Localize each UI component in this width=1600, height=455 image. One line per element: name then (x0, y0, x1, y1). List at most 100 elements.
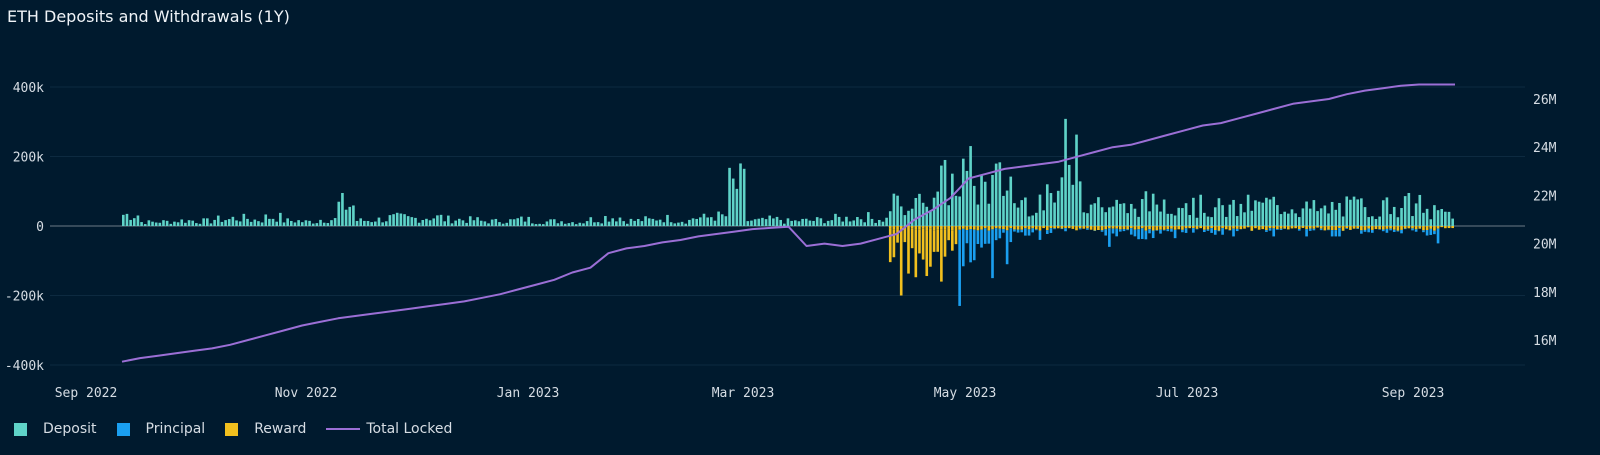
deposit-bar (582, 223, 585, 226)
reward-bar (1367, 226, 1370, 229)
deposit-bar (279, 212, 282, 226)
principal-bar (1363, 229, 1367, 232)
legend-label-principal: Principal (145, 421, 206, 437)
principal-bar (1126, 229, 1129, 231)
deposit-bar (1294, 213, 1297, 226)
deposit-bar (768, 215, 772, 226)
deposit-bar (257, 221, 260, 226)
deposit-bar (567, 223, 571, 226)
deposit-bar (1228, 204, 1232, 226)
deposit-bar (1151, 193, 1155, 226)
deposit-bar (147, 220, 151, 226)
legend-item-principal[interactable]: Principal (116, 421, 206, 437)
reward-bar (1042, 226, 1045, 229)
deposit-bar (501, 223, 505, 226)
deposit-bar (1199, 194, 1202, 226)
principal-bar (1345, 228, 1349, 229)
principal-bar (1389, 228, 1392, 231)
reward-bar (1308, 226, 1312, 229)
deposit-bar (560, 221, 563, 226)
reward-bar (1283, 226, 1286, 229)
deposit-bar (1166, 213, 1170, 226)
reward-bar (1239, 226, 1243, 230)
deposit-bar (417, 222, 421, 226)
principal-bar (1184, 228, 1188, 233)
reward-bar (1075, 226, 1078, 231)
deposit-bar (319, 219, 322, 226)
deposit-bar (512, 219, 516, 226)
deposit-bar (1381, 200, 1385, 226)
deposit-bar (936, 191, 940, 226)
deposit-bar (877, 219, 881, 226)
deposit-bar (224, 220, 227, 226)
deposit-bar (300, 222, 304, 226)
principal-bar (1027, 229, 1031, 236)
deposit-bar (790, 220, 793, 226)
reward-bar (1035, 226, 1038, 230)
deposit-bar (746, 221, 750, 226)
deposit-bar (1363, 207, 1367, 226)
principal-bar (1338, 228, 1341, 237)
x-tick-label: Sep 2023 (1382, 386, 1445, 401)
deposit-bar (1352, 196, 1356, 226)
principal-bar (958, 229, 961, 306)
principal-bar (1137, 229, 1140, 240)
deposit-bar (410, 217, 414, 226)
deposit-bar (315, 223, 319, 226)
deposit-bar (969, 146, 972, 226)
reward-bar (1232, 226, 1235, 229)
deposit-bar (720, 214, 724, 226)
principal-bar (1213, 230, 1217, 235)
reward-bar (1268, 226, 1272, 229)
principal-bar (991, 229, 994, 279)
deposit-bar (1433, 205, 1436, 226)
deposit-bar (1155, 204, 1159, 226)
legend-item-reward[interactable]: Reward (225, 421, 306, 437)
principal-bar (1221, 228, 1224, 235)
reward-bar (1407, 226, 1411, 229)
deposit-bar (1308, 208, 1312, 226)
deposit-bar (578, 222, 582, 226)
legend-item-total-locked[interactable]: Total Locked (326, 421, 452, 437)
reward-bar (1184, 226, 1188, 229)
deposit-bar (1184, 203, 1188, 226)
principal-bar (1235, 228, 1239, 232)
deposit-bar (885, 217, 888, 226)
principal-bar (903, 229, 907, 243)
deposit-bar (896, 195, 899, 226)
deposit-bar (381, 222, 384, 226)
deposit-bar (658, 219, 662, 226)
deposit-bar (848, 221, 852, 226)
deposit-bar (691, 218, 695, 226)
deposit-bar (242, 213, 246, 226)
principal-bar (1425, 230, 1429, 236)
deposit-bar (647, 218, 651, 226)
deposit-bar (669, 222, 673, 226)
reward-bar (1400, 226, 1403, 230)
deposit-bar (173, 221, 176, 226)
deposit-bar (1060, 177, 1064, 226)
reward-bar (896, 226, 899, 230)
deposit-bar (1265, 197, 1268, 226)
deposit-bar (169, 223, 173, 226)
deposit-bar (1020, 200, 1024, 226)
principal-bar (1078, 228, 1082, 230)
deposit-bar (384, 221, 388, 226)
deposit-bar (140, 222, 143, 226)
deposit-bar (1444, 211, 1447, 226)
reward-bar (1345, 226, 1349, 229)
principal-bar (969, 229, 972, 263)
deposit-bar (1206, 216, 1210, 226)
deposit-bar (1009, 176, 1013, 226)
deposit-bar (289, 220, 293, 226)
deposit-bar (633, 220, 636, 226)
deposit-bar (333, 218, 337, 226)
deposit-bar (622, 221, 625, 226)
legend-item-deposit[interactable]: Deposit (14, 421, 97, 437)
deposit-bar (841, 221, 845, 226)
deposit-bar (629, 218, 633, 226)
principal-bar (951, 230, 954, 251)
y-left-tick-label: -400k (5, 359, 44, 374)
reward-bar (1279, 226, 1283, 229)
deposit-bar (1254, 200, 1257, 226)
